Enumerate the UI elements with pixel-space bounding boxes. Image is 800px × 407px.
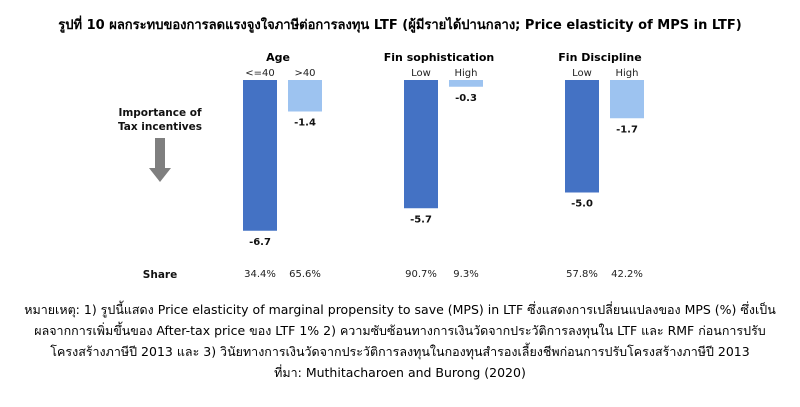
share-value: 90.7% — [405, 269, 437, 280]
category-label: Low — [572, 68, 592, 79]
value-label: -5.7 — [410, 214, 432, 225]
value-label: -6.7 — [249, 237, 271, 248]
down-arrow-shaft — [155, 138, 165, 168]
value-label: -5.0 — [571, 199, 593, 210]
importance-annotation: Importance of Tax incentives Share — [118, 107, 202, 281]
note-line-2: ผลจากการเพิ่มขึ้นของ After-tax price ของ… — [34, 323, 766, 338]
value-label: -0.3 — [455, 93, 477, 104]
category-label: <=40 — [245, 68, 274, 79]
share-value: 9.3% — [453, 269, 478, 280]
chart-title: รูปที่ 10 ผลกระทบของการลดแรงจูงใจภาษีต่อ… — [58, 18, 742, 33]
category-label: High — [455, 68, 478, 79]
share-value: 65.6% — [289, 269, 321, 280]
side-label-line-2: Tax incentives — [118, 121, 202, 133]
bar — [288, 80, 322, 112]
category-label: >40 — [294, 68, 315, 79]
category-label: Low — [411, 68, 431, 79]
bar — [404, 80, 438, 209]
share-value: 57.8% — [566, 269, 598, 280]
note-line-3: โครงสร้างภาษีปี 2013 และ 3) วินัยทางการเ… — [50, 344, 750, 359]
bar-chart: Importance of Tax incentives Share Age <=40… — [118, 51, 644, 281]
chart-bars: Age <=40 -6.7 34.4% >40 -1.4 65.6% Fin sophisti… — [243, 51, 644, 280]
category-label: High — [616, 68, 639, 79]
share-label: Share — [143, 269, 177, 281]
bar — [449, 80, 483, 87]
bar — [243, 80, 277, 231]
value-label: -1.7 — [616, 124, 638, 135]
down-arrow-icon — [149, 168, 171, 182]
note-line-1: หมายเหตุ: 1) รูปนี้แสดง Price elasticity… — [24, 302, 776, 317]
bar — [610, 80, 644, 119]
share-value: 42.2% — [611, 269, 643, 280]
value-label: -1.4 — [294, 118, 316, 129]
group-title: Fin Discipline — [558, 51, 641, 64]
group-title: Fin sophistication — [384, 51, 494, 64]
side-label-line-1: Importance of — [118, 107, 202, 119]
share-value: 34.4% — [244, 269, 276, 280]
source-line: ที่มา: Muthitacharoen and Burong (2020) — [274, 365, 526, 380]
group-title: Age — [266, 51, 290, 64]
bar — [565, 80, 599, 193]
